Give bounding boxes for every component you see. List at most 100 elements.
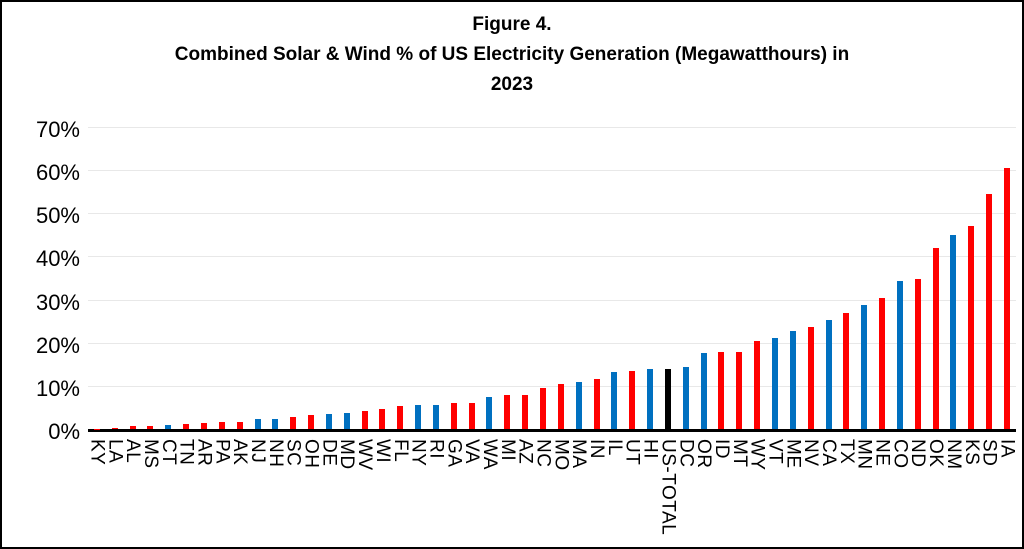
bar-slot — [623, 130, 641, 429]
x-axis-tick-label: SC — [282, 439, 304, 467]
bar-slot — [481, 130, 499, 429]
bar-slot — [713, 130, 731, 429]
x-label-slot: OR — [693, 439, 714, 469]
bar-ks — [968, 225, 975, 429]
plot-area — [88, 127, 1016, 432]
x-label-slot: IN — [586, 439, 607, 459]
x-axis-tick-label: MA — [568, 439, 590, 469]
x-axis-tick-label: WI — [371, 439, 393, 464]
bar-vt — [771, 337, 778, 429]
x-axis-tick-label: IA — [996, 439, 1018, 458]
y-axis-tick-label: 10% — [35, 375, 80, 401]
bar-wi — [379, 408, 386, 429]
bar-slot — [445, 130, 463, 429]
x-label-slot: VT — [764, 439, 785, 464]
bar-ct — [165, 424, 172, 429]
x-axis-tick-label: OH — [300, 439, 322, 469]
x-axis-tick-label: HI — [639, 439, 661, 459]
bar-ut — [629, 370, 636, 429]
bar-pa — [218, 422, 225, 429]
x-label-slot: IL — [604, 439, 625, 456]
x-axis-tick-label: MS — [139, 439, 161, 469]
x-label-slot: CO — [889, 439, 910, 469]
bar-slot — [177, 130, 195, 429]
bar-slot — [730, 130, 748, 429]
bar-slot — [962, 130, 980, 429]
bar-slot — [855, 130, 873, 429]
x-axis-tick-label: WY — [746, 439, 768, 471]
x-axis-tick-label: MT — [728, 439, 750, 468]
bar-nv — [807, 327, 814, 429]
x-label-slot: TX — [835, 439, 857, 465]
bar-slot — [641, 130, 659, 429]
bar-wa — [486, 397, 493, 429]
bar-va — [468, 402, 475, 429]
bar-slot — [552, 130, 570, 429]
bar-al — [129, 426, 136, 429]
x-axis-tick-label: TN — [175, 439, 197, 466]
bar-slot — [766, 130, 784, 429]
x-axis-tick-label: TX — [835, 439, 857, 465]
x-axis-tick-label: NY — [407, 439, 429, 467]
x-label-slot: CT — [157, 439, 179, 466]
bar-slot — [320, 130, 338, 429]
bar-slot — [124, 130, 142, 429]
x-axis-tick-label: NJ — [247, 439, 269, 464]
x-label-slot: HI — [639, 439, 661, 459]
x-label-slot: SC — [282, 439, 304, 467]
bar-slot — [374, 130, 392, 429]
x-axis-tick-label: SD — [978, 439, 1000, 467]
x-axis-tick-label: NM — [942, 439, 964, 470]
bar-slot — [980, 130, 998, 429]
bar-il — [611, 372, 618, 429]
gridline — [88, 385, 1016, 387]
x-label-slot: MN — [854, 439, 875, 470]
x-axis-tick-label: NE — [871, 439, 893, 467]
x-axis-tick-label: FL — [389, 439, 411, 463]
gridline — [88, 213, 1016, 215]
bar-wv — [361, 411, 368, 429]
x-axis-tick-label: AL — [122, 439, 144, 464]
bar-slot — [409, 130, 427, 429]
bar-slot — [873, 130, 891, 429]
x-axis-tick-label: VA — [461, 439, 483, 464]
x-axis-tick-label: DE — [318, 439, 340, 467]
x-axis-tick-label: PA — [211, 439, 233, 464]
x-label-slot: US-TOTAL — [657, 439, 678, 535]
bar-slot — [998, 130, 1016, 429]
x-label-slot: AK — [229, 439, 250, 465]
bar-in — [593, 378, 600, 429]
bar-slot — [106, 130, 124, 429]
bar-ri — [432, 404, 439, 429]
bar-az — [522, 394, 529, 429]
bar-ma — [575, 381, 582, 429]
x-label-slot: NV — [800, 439, 821, 466]
x-label-slot: RI — [425, 439, 446, 459]
y-axis-tick-label: 30% — [35, 289, 80, 315]
x-label-slot: GA — [443, 439, 464, 467]
x-axis-tick-label: OK — [925, 439, 947, 468]
bar-or — [700, 353, 707, 429]
bar-nm — [950, 234, 957, 429]
y-axis: 0% 10% 20% 30% 40% 50% 60% 70% — [10, 119, 80, 443]
x-axis-tick-label: ME — [782, 439, 804, 469]
x-label-slot: MS — [139, 439, 161, 469]
bar-co — [896, 280, 903, 429]
bar-slot — [284, 130, 302, 429]
bar-ok — [932, 247, 939, 429]
bar-sd — [986, 193, 993, 429]
bar-slot — [427, 130, 445, 429]
x-label-slot: DC — [675, 439, 696, 467]
bar-slot — [338, 130, 356, 429]
x-axis-tick-label: MI — [496, 439, 518, 462]
bar-slot — [945, 130, 963, 429]
bar-oh — [308, 415, 315, 429]
bar-md — [343, 413, 350, 429]
x-axis-tick-label: CT — [157, 439, 179, 466]
bar-tx — [843, 312, 850, 429]
bar-ak — [236, 421, 243, 429]
x-label-slot: KS — [961, 439, 982, 465]
bar-slot — [195, 130, 213, 429]
x-label-slot: OH — [300, 439, 322, 469]
x-axis-tick-label: MD — [336, 439, 358, 470]
